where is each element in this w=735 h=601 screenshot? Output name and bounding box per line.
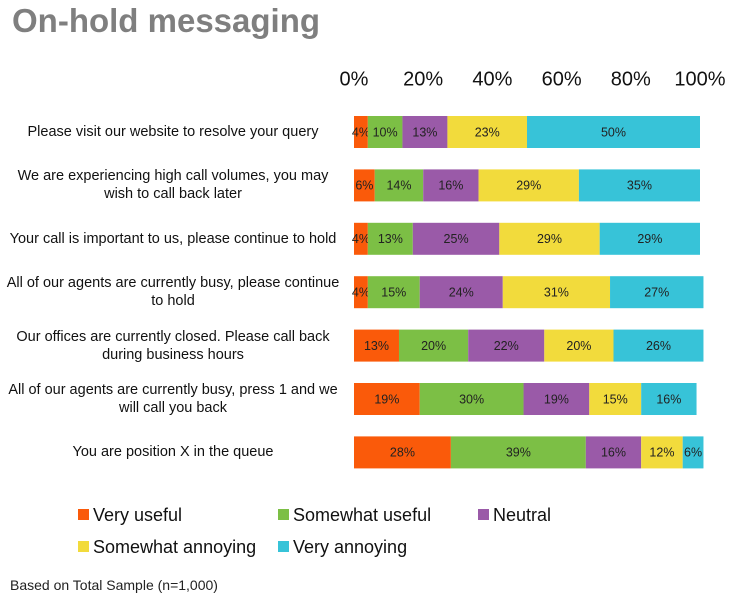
bar-segment <box>367 276 420 309</box>
bar-segment <box>412 222 500 255</box>
data-label: 27% <box>644 285 669 299</box>
category-label: All of our agents are currently busy, pl… <box>6 275 340 310</box>
legend-swatch <box>478 509 489 520</box>
bar-segment <box>402 116 448 148</box>
bar-segment <box>599 222 700 255</box>
legend-label: Very annoying <box>293 537 407 557</box>
bar-segment <box>450 436 586 469</box>
data-label: 15% <box>381 285 406 299</box>
data-label: 4% <box>352 285 370 299</box>
category-label: Our offices are currently closed. Please… <box>16 328 330 363</box>
legend-swatch <box>78 509 89 520</box>
legend-swatch <box>278 541 289 552</box>
bar-segment <box>419 276 503 309</box>
data-label: 29% <box>537 232 562 246</box>
data-label: 12% <box>649 446 674 460</box>
category-label: You are position X in the queue <box>72 444 274 461</box>
bar-segment <box>398 329 469 362</box>
data-label: 20% <box>566 339 591 353</box>
data-label: 6% <box>684 446 702 460</box>
data-label: 50% <box>601 125 626 139</box>
x-tick-label: 0% <box>340 68 369 90</box>
data-label: 13% <box>412 125 437 139</box>
data-label: 35% <box>627 179 652 193</box>
bar-segment <box>544 329 614 362</box>
data-label: 16% <box>601 446 626 460</box>
data-label: 14% <box>386 179 411 193</box>
legend-label: Very useful <box>93 505 182 525</box>
bar-segment <box>447 116 527 148</box>
data-label: 31% <box>544 285 569 299</box>
category-label: Please visit our website to resolve your… <box>27 124 319 140</box>
data-label: 10% <box>373 125 398 139</box>
data-label: 29% <box>637 232 662 246</box>
bar-segment <box>641 436 683 469</box>
x-tick-label: 60% <box>542 68 582 90</box>
bar-segment <box>610 276 704 309</box>
legend-swatch <box>278 509 289 520</box>
bar-segment <box>478 169 579 202</box>
x-tick-label: 80% <box>611 68 651 90</box>
bar-segment <box>367 222 413 255</box>
x-tick-label: 40% <box>472 68 512 90</box>
legend-label: Neutral <box>493 505 551 525</box>
bar-segment <box>354 383 420 415</box>
bar-segment <box>613 329 704 362</box>
x-tick-label: 100% <box>674 68 725 90</box>
footnote: Based on Total Sample (n=1,000) <box>10 577 218 593</box>
category-label: Your call is important to us, please con… <box>9 230 337 247</box>
bar-segment <box>419 383 524 415</box>
category-label: We are experiencing high call volumes, y… <box>17 168 329 203</box>
bar-segment <box>578 169 700 202</box>
bar-segment <box>527 116 700 148</box>
data-label: 26% <box>646 339 671 353</box>
data-label: 19% <box>544 392 569 406</box>
bar-segment <box>502 276 611 309</box>
data-label: 30% <box>459 392 484 406</box>
bar-segment <box>468 329 545 362</box>
data-label: 39% <box>506 446 531 460</box>
bar-segment <box>354 276 368 309</box>
bar-segment <box>354 169 375 202</box>
data-label: 13% <box>378 232 403 246</box>
bar-segment <box>682 436 704 469</box>
legend-label: Somewhat useful <box>293 505 431 525</box>
bar-segment <box>589 383 642 415</box>
bar-segment <box>641 383 697 415</box>
data-label: 28% <box>390 446 415 460</box>
bar-segment <box>585 436 642 469</box>
legend-label: Somewhat annoying <box>93 537 256 557</box>
bar-segment <box>354 116 368 148</box>
data-label: 29% <box>516 179 541 193</box>
data-label: 22% <box>494 339 519 353</box>
data-label: 23% <box>475 125 500 139</box>
data-label: 15% <box>603 392 628 406</box>
bar-segment <box>367 116 403 148</box>
x-tick-label: 20% <box>403 68 443 90</box>
data-label: 16% <box>656 392 681 406</box>
bar-segment <box>499 222 600 255</box>
bar-segment <box>354 329 399 362</box>
data-label: 25% <box>444 232 469 246</box>
chart-title: On-hold messaging <box>12 2 321 39</box>
bar-segment <box>354 436 451 469</box>
data-label: 19% <box>374 392 399 406</box>
data-label: 13% <box>364 339 389 353</box>
category-label: All of our agents are currently busy, pr… <box>8 382 338 416</box>
bar-segment <box>423 169 479 202</box>
legend-swatch <box>78 541 89 552</box>
data-label: 24% <box>449 285 474 299</box>
data-label: 4% <box>352 125 370 139</box>
bar-segment <box>354 222 368 255</box>
data-label: 6% <box>355 179 373 193</box>
bar-segment <box>523 383 590 415</box>
data-label: 4% <box>352 232 370 246</box>
data-label: 16% <box>438 179 463 193</box>
bar-segment <box>374 169 424 202</box>
data-label: 20% <box>421 339 446 353</box>
